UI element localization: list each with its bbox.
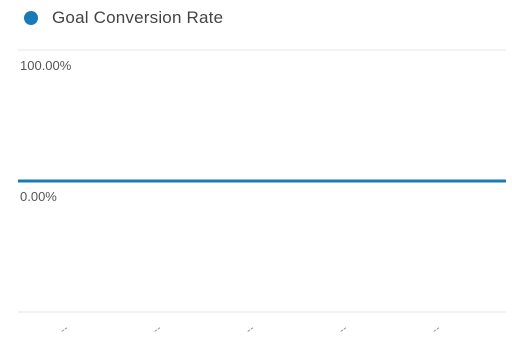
chart-legend: Goal Conversion Rate bbox=[24, 6, 223, 30]
y-tick-labels: 100.00% 0.00% bbox=[20, 58, 72, 204]
legend-marker-icon bbox=[24, 11, 38, 25]
x-tick-label: -- bbox=[337, 322, 350, 336]
y-tick-label: 0.00% bbox=[20, 189, 57, 204]
x-tick-label: -- bbox=[151, 322, 164, 336]
x-tick-labels: -- -- -- -- -- bbox=[58, 322, 443, 336]
legend-label: Goal Conversion Rate bbox=[52, 8, 224, 27]
x-tick-label: -- bbox=[244, 322, 257, 336]
x-tick-label: -- bbox=[58, 322, 71, 336]
x-tick-label: -- bbox=[430, 322, 443, 336]
y-tick-label: 100.00% bbox=[20, 58, 72, 73]
